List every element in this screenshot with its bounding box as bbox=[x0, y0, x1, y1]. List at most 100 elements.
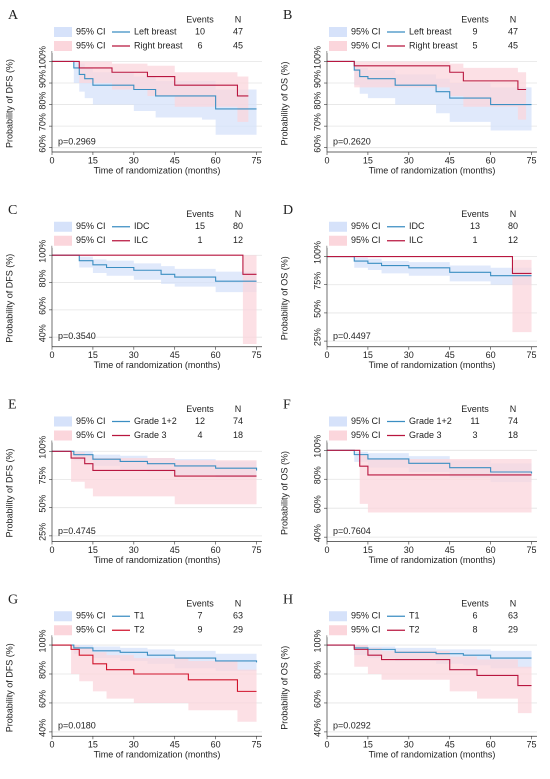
panel-letter: G bbox=[8, 592, 18, 607]
y-tick-label: 40% bbox=[312, 719, 322, 737]
x-tick-label: 30 bbox=[129, 545, 139, 555]
y-tick-label: 70% bbox=[37, 113, 47, 131]
n-count: 74 bbox=[233, 416, 243, 426]
x-tick-label: 15 bbox=[88, 545, 98, 555]
p-value: p=0.2969 bbox=[58, 136, 96, 146]
y-axis-label: Probability of OS (%) bbox=[279, 61, 289, 145]
x-tick-label: 0 bbox=[49, 545, 54, 555]
legend-ci-swatch bbox=[54, 235, 72, 246]
y-tick-label: 80% bbox=[312, 466, 322, 484]
events-count: 12 bbox=[195, 416, 205, 426]
legend-box bbox=[52, 219, 202, 248]
legend-ci-label: 95% CI bbox=[76, 235, 106, 245]
y-tick-label: 60% bbox=[312, 135, 322, 153]
n-header: N bbox=[235, 404, 242, 414]
legend-ci-label: 95% CI bbox=[76, 221, 106, 231]
events-count: 5 bbox=[472, 40, 477, 50]
y-tick-label: 75% bbox=[312, 272, 322, 290]
legend-label: Left breast bbox=[409, 26, 452, 36]
legend-box bbox=[52, 609, 202, 638]
panel: D 25% 50% 75% 100% 0 15 30 45 60 75 Probability of … bbox=[279, 203, 537, 370]
n-header: N bbox=[235, 209, 242, 219]
legend-ci-label: 95% CI bbox=[76, 40, 106, 50]
legend-ci-swatch bbox=[54, 27, 72, 37]
x-tick-label: 75 bbox=[252, 545, 262, 555]
x-tick-label: 0 bbox=[324, 155, 329, 165]
x-tick-label: 75 bbox=[252, 155, 262, 165]
survival-curve bbox=[52, 644, 258, 663]
x-tick-label: 45 bbox=[445, 350, 455, 360]
events-count: 13 bbox=[470, 221, 480, 231]
legend-ci-swatch bbox=[329, 235, 347, 246]
events-header: Events bbox=[461, 209, 489, 219]
legend-ci-swatch bbox=[54, 625, 72, 636]
n-header: N bbox=[510, 404, 517, 414]
legend-box bbox=[52, 25, 202, 53]
legend-label: IDC bbox=[409, 221, 425, 231]
legend-ci-swatch bbox=[54, 221, 72, 232]
y-tick-label: 40% bbox=[37, 324, 47, 342]
ci-band bbox=[52, 451, 257, 505]
survival-curve bbox=[52, 60, 249, 97]
legend-label: T2 bbox=[409, 625, 420, 635]
y-tick-label: 60% bbox=[312, 495, 322, 513]
events-count: 1 bbox=[472, 235, 477, 245]
events-count: 6 bbox=[197, 40, 202, 50]
events-count: 10 bbox=[195, 26, 205, 36]
y-tick-label: 40% bbox=[37, 719, 47, 737]
legend-label: T2 bbox=[134, 625, 145, 635]
x-tick-label: 60 bbox=[211, 545, 221, 555]
y-tick-label: 50% bbox=[312, 300, 322, 318]
events-header: Events bbox=[461, 14, 489, 24]
legend-ci-label: 95% CI bbox=[351, 221, 381, 231]
survival-curve bbox=[327, 60, 527, 91]
x-tick-label: 0 bbox=[324, 740, 329, 750]
y-axis-label: Probability of OS (%) bbox=[279, 646, 289, 730]
x-tick-label: 0 bbox=[324, 545, 329, 555]
panel-letter: F bbox=[283, 398, 291, 413]
x-tick-label: 30 bbox=[404, 545, 414, 555]
events-count: 9 bbox=[472, 26, 477, 36]
survival-curve bbox=[327, 449, 532, 476]
y-tick-label: 100% bbox=[312, 630, 322, 653]
y-tick-label: 60% bbox=[37, 297, 47, 315]
survival-curve bbox=[327, 644, 532, 687]
n-header: N bbox=[235, 14, 242, 24]
y-tick-label: 90% bbox=[37, 70, 47, 88]
y-tick-label: 50% bbox=[37, 495, 47, 513]
x-tick-label: 75 bbox=[252, 740, 262, 750]
x-tick-label: 60 bbox=[486, 350, 496, 360]
events-header: Events bbox=[461, 404, 489, 414]
ci-band bbox=[52, 61, 249, 122]
y-tick-label: 100% bbox=[312, 435, 322, 458]
n-count: 18 bbox=[233, 430, 243, 440]
events-count: 8 bbox=[472, 625, 477, 635]
legend-ci-label: 95% CI bbox=[351, 430, 381, 440]
n-header: N bbox=[510, 599, 517, 609]
legend-ci-label: 95% CI bbox=[351, 611, 381, 621]
legend-ci-label: 95% CI bbox=[76, 625, 106, 635]
n-count: 45 bbox=[233, 40, 243, 50]
legend-ci-label: 95% CI bbox=[76, 611, 106, 621]
y-axis-label: Probability of DFS (%) bbox=[4, 448, 14, 537]
p-value: p=0.0292 bbox=[333, 721, 371, 731]
y-tick-label: 80% bbox=[312, 661, 322, 679]
x-tick-label: 0 bbox=[49, 155, 54, 165]
ci-band bbox=[327, 61, 527, 120]
y-tick-label: 90% bbox=[312, 70, 322, 88]
y-tick-label: 75% bbox=[37, 466, 47, 484]
x-tick-label: 75 bbox=[527, 740, 537, 750]
legend-label: Grade 1+2 bbox=[134, 416, 177, 426]
events-count: 9 bbox=[197, 625, 202, 635]
legend-label: Right breast bbox=[134, 40, 183, 50]
y-tick-label: 40% bbox=[312, 524, 322, 542]
p-value: p=0.2620 bbox=[333, 136, 371, 146]
events-header: Events bbox=[186, 14, 214, 24]
legend-ci-swatch bbox=[329, 221, 347, 232]
y-tick-label: 80% bbox=[37, 270, 47, 288]
x-tick-label: 75 bbox=[527, 350, 537, 360]
legend-label: T1 bbox=[134, 611, 145, 621]
survival-curve bbox=[52, 644, 257, 692]
panel: F 40% 60% 80% 100% 0 15 30 45 60 75 Probability of … bbox=[279, 398, 537, 565]
y-tick-label: 80% bbox=[37, 661, 47, 679]
